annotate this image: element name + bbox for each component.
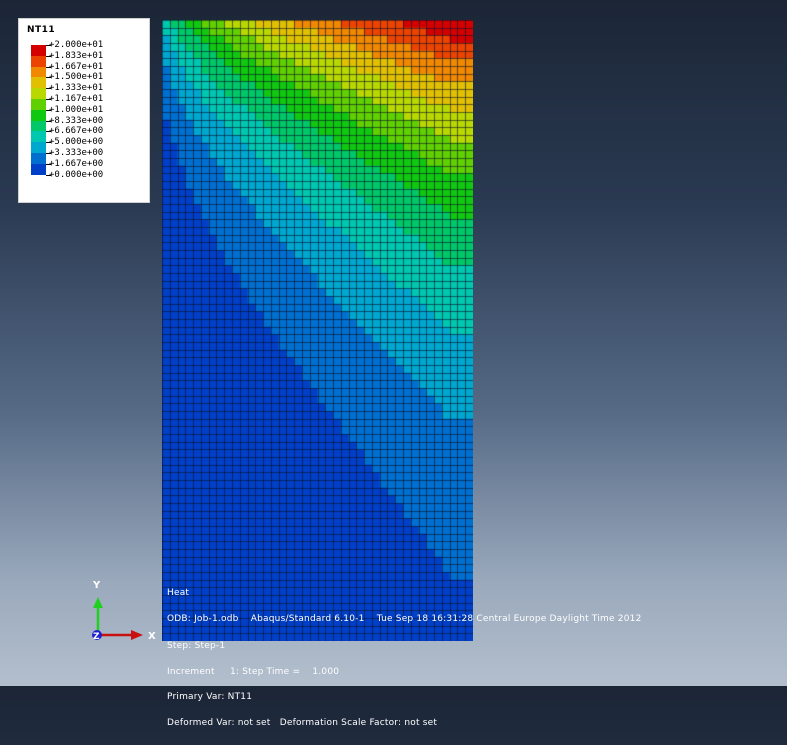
- legend-swatch: [31, 45, 46, 56]
- odb-info: Heat ODB: Job-1.odb Abaqus/Standard 6.10…: [167, 572, 642, 640]
- triad-y-label: Y: [92, 580, 101, 591]
- legend-tick: [46, 99, 51, 100]
- contour-legend: NT11 +2.000e+01 +1.833e+01 +1.667e+01 +1.50…: [18, 18, 150, 203]
- step-increment: Increment 1: Step Time = 1.000: [167, 666, 340, 677]
- legend-swatch: [31, 163, 46, 175]
- legend-tick: [46, 66, 51, 68]
- legend-label: +1.000e+01: [49, 104, 104, 115]
- legend-label: +1.500e+01: [49, 72, 104, 83]
- legend-label: +2.000e+01: [49, 40, 104, 50]
- legend-swatch: [31, 88, 46, 99]
- legend-swatch: [31, 142, 46, 153]
- legend-label: +5.000e+00: [49, 137, 104, 148]
- legend-label: +1.333e+01: [49, 83, 104, 94]
- legend-swatch: [31, 120, 46, 132]
- x-arrow-head: [131, 630, 143, 640]
- legend-tick: [46, 163, 51, 165]
- legend-tick: [46, 45, 51, 46]
- info-odb-line: ODB: Job-1.odb Abaqus/Standard 6.10-1 Tu…: [167, 613, 642, 624]
- legend-label: +1.667e+01: [49, 61, 104, 72]
- legend-label: +3.333e+00: [49, 148, 104, 158]
- legend-swatch: [31, 109, 46, 121]
- deformed-var: Deformed Var: not set Deformation Scale …: [167, 717, 438, 728]
- info-title: Heat: [167, 588, 190, 598]
- legend-label: +6.667e+00: [49, 126, 104, 137]
- legend-swatch: [31, 55, 46, 67]
- z-axis-dot: [92, 630, 102, 640]
- legend-swatch: [31, 99, 46, 110]
- legend-swatch: [31, 153, 46, 164]
- legend-tick: [46, 55, 51, 57]
- legend-tick: [46, 174, 51, 176]
- legend-tick: [46, 77, 51, 79]
- step-name: Step: Step-1: [167, 641, 226, 651]
- legend-tick: [46, 109, 51, 111]
- legend-tick: [46, 142, 51, 144]
- legend-title: NT11: [27, 25, 56, 35]
- triad-z-label: Z: [93, 632, 100, 642]
- legend-tick: [46, 88, 51, 90]
- legend-label: +0.000e+00: [49, 169, 104, 180]
- triad-x-label: X: [148, 631, 156, 642]
- step-info: Step: Step-1 Increment 1: Step Time = 1.…: [167, 625, 437, 744]
- legend-tick: [46, 153, 51, 154]
- legend-label: +8.333e+00: [49, 115, 104, 126]
- legend-tick: [46, 120, 51, 122]
- legend-swatch: [31, 77, 46, 89]
- viewport[interactable]: NT11 +2.000e+01 +1.833e+01 +1.667e+01 +1.50…: [0, 0, 787, 727]
- axis-triad: Y X Z: [92, 580, 156, 642]
- y-arrow-head: [93, 597, 103, 608]
- legend-tick: [46, 131, 51, 133]
- legend-label: +1.833e+01: [49, 50, 104, 61]
- primary-var: Primary Var: NT11: [167, 692, 253, 702]
- legend-label: +1.667e+00: [49, 158, 104, 169]
- contour-mesh-plot[interactable]: [162, 20, 473, 641]
- legend-label: +1.167e+01: [49, 94, 104, 104]
- legend-swatch: [31, 131, 46, 143]
- legend-swatch: [31, 66, 46, 78]
